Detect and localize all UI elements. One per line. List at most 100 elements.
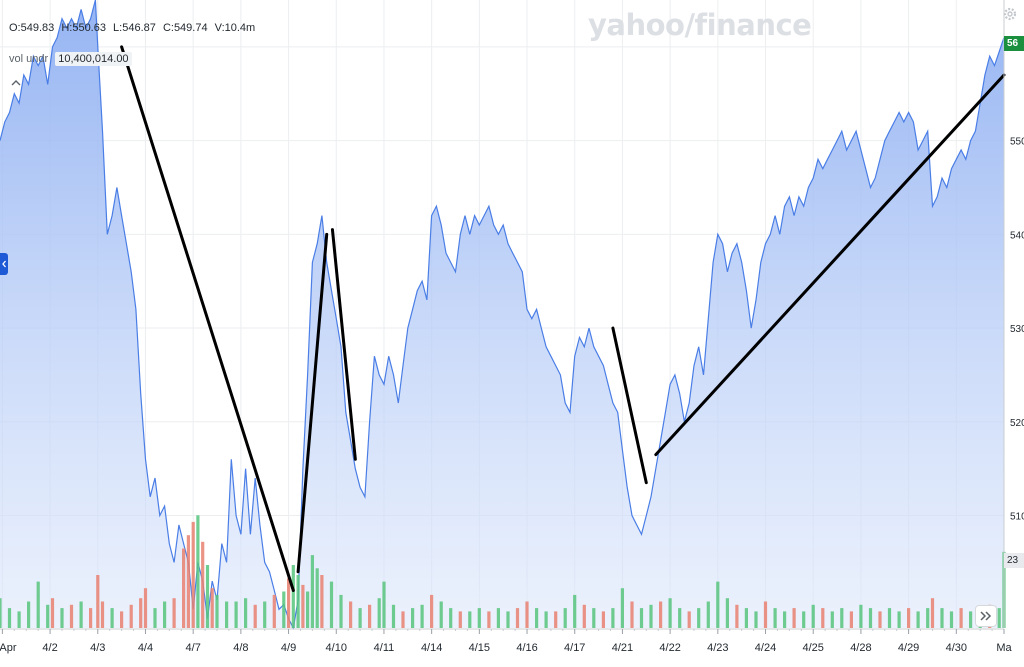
volume-bar	[287, 578, 291, 628]
volume-bar	[329, 581, 334, 628]
volume-bar	[639, 608, 644, 628]
volume-bar	[878, 611, 882, 628]
x-tick-label: 4/9	[281, 642, 296, 654]
ohlc-readout: O:549.83 H:550.63 L:546.87 C:549.74 V:10…	[9, 22, 259, 34]
volume-bar	[477, 608, 481, 628]
volume-bar	[659, 601, 663, 628]
volume-bar	[949, 611, 954, 628]
volume-bar	[849, 611, 853, 628]
volume-value: V:10.4m	[214, 22, 256, 34]
volume-bar	[763, 601, 768, 628]
volume-bar	[773, 608, 777, 628]
x-tick-label: 4/24	[755, 642, 776, 654]
x-tick-label: 4/8	[233, 642, 248, 654]
volume-bar	[79, 601, 83, 628]
volume-bar	[182, 548, 186, 628]
open-value: O:549.83	[9, 22, 55, 34]
volume-bar	[172, 598, 176, 628]
volume-bar	[458, 611, 462, 628]
volume-bar	[244, 598, 248, 628]
y-tick-label: 510	[1010, 512, 1024, 523]
volume-bar	[725, 598, 729, 628]
volume-bar	[496, 608, 500, 628]
volume-bar	[253, 604, 257, 628]
x-tick-label: 4/16	[516, 642, 537, 654]
volume-bar	[830, 611, 834, 628]
y-tick-label: 550	[1010, 137, 1024, 148]
volume-bar	[349, 601, 353, 628]
volume-bar	[468, 611, 472, 628]
y-axis: 510520530540550560	[1003, 0, 1024, 628]
volume-bar	[391, 604, 396, 628]
volume-bar	[7, 608, 12, 628]
volume-bar	[554, 611, 558, 628]
price-area	[0, 0, 1005, 630]
trend-line	[296, 232, 329, 574]
volume-bar	[320, 575, 324, 628]
price-area-fill	[0, 0, 1004, 628]
side-handle-chevron-left-icon	[2, 260, 6, 268]
volume-bar	[630, 601, 634, 628]
x-tick-label: 4/22	[659, 642, 680, 654]
volume-bar	[89, 608, 93, 628]
volume-bar	[296, 575, 300, 628]
volume-bar	[592, 608, 596, 628]
volume-bar	[377, 598, 381, 628]
volume-bar	[449, 608, 453, 628]
volume-bar	[60, 608, 64, 628]
x-axis: Apr 4/2 4/3 4/4 4/7 4/8 4/9 4/10 4/11 4/14 4/15 4/1…	[0, 628, 1013, 654]
volume-bar	[110, 608, 114, 628]
volume-bar	[487, 611, 491, 628]
volume-indicator-value: 10,400,014.00	[55, 52, 132, 66]
volume-bar	[0, 598, 2, 628]
trend-line	[120, 45, 295, 593]
volume-bar	[716, 581, 720, 628]
fast-forward-button[interactable]	[975, 605, 997, 627]
volume-bar	[744, 608, 748, 628]
volume-bar	[926, 608, 930, 628]
x-tick-label: Apr	[0, 642, 17, 654]
side-panel-handle[interactable]	[0, 253, 8, 275]
volume-bars	[0, 515, 1006, 628]
volume-bar	[668, 598, 672, 628]
volume-bar	[544, 611, 548, 628]
x-tick-label: 4/29	[898, 642, 919, 654]
y-tick-label: 540	[1010, 230, 1024, 241]
volume-bar	[687, 611, 691, 628]
volume-bar	[129, 604, 133, 628]
volume-bar	[420, 604, 424, 628]
volume-bar	[50, 598, 55, 628]
low-value: L:546.87	[113, 22, 156, 34]
volume-bar	[291, 565, 295, 628]
volume-bar	[301, 584, 305, 628]
x-tick-label: 4/21	[612, 642, 633, 654]
volume-bar	[697, 608, 701, 628]
volume-bar	[439, 601, 443, 628]
collapse-chevron-up-icon[interactable]	[9, 76, 23, 90]
volume-bar	[17, 611, 21, 628]
volume-bar	[96, 575, 100, 628]
volume-bar	[821, 608, 825, 628]
volume-bar	[205, 565, 210, 628]
volume-bar	[339, 594, 343, 628]
price-line	[0, 0, 1005, 630]
volume-bar	[907, 608, 911, 628]
volume-bar	[525, 601, 529, 628]
volume-bar	[802, 611, 806, 628]
volume-bar	[100, 601, 105, 628]
volume-bar	[282, 591, 286, 628]
gear-icon[interactable]	[1002, 6, 1018, 22]
volume-bar	[153, 608, 157, 628]
volume-bar	[506, 611, 510, 628]
x-tick-label: 4/30	[946, 642, 967, 654]
volume-indicator-row[interactable]: vol undr 10,400,014.00	[9, 52, 132, 66]
volume-bar	[859, 604, 863, 628]
volume-bar	[792, 608, 796, 628]
trend-line	[654, 73, 1006, 457]
volume-bar	[263, 601, 267, 628]
volume-bar	[69, 604, 74, 628]
x-tick-label: 4/2	[42, 642, 57, 654]
volume-bar	[887, 608, 892, 628]
volume-bar	[368, 604, 372, 628]
